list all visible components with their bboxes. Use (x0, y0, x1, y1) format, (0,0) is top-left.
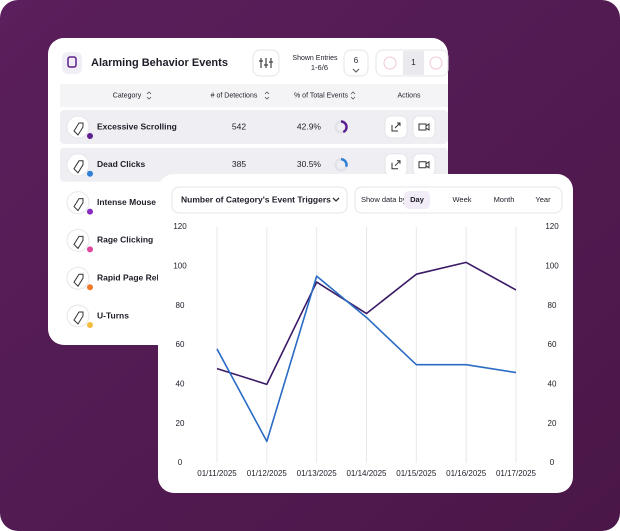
prev-page[interactable] (383, 56, 397, 70)
category-icon (66, 304, 90, 328)
category-name: Rapid Page Reloa (97, 272, 169, 282)
x-tick-label: 01/12/2025 (247, 469, 288, 478)
row-highlight (60, 110, 448, 144)
x-tick-label: 01/16/2025 (446, 469, 487, 478)
page-size: 6 (354, 56, 359, 65)
table-header (60, 84, 448, 107)
button-icon (418, 160, 430, 169)
category-icon (66, 153, 90, 177)
shown-entries-label: Shown Entries (292, 55, 338, 62)
y2-tick-label: 60 (548, 340, 557, 349)
y-tick-label: 60 (176, 340, 185, 349)
x-tick-label: 01/13/2025 (297, 469, 338, 478)
chevron (352, 68, 360, 73)
category-name: U-Turns (97, 310, 129, 320)
chart: Day Week Month Year 0 20 40 60 80 100 120 0 20 40 60 80… (173, 191, 559, 478)
y2-tick-label: 80 (548, 301, 557, 310)
page-size-select[interactable] (343, 49, 369, 77)
x-tick-label: 01/17/2025 (496, 469, 537, 478)
y-tick-label: 40 (176, 379, 185, 388)
y-tick-label: 120 (173, 222, 187, 231)
category-name: Intense Mouse M (97, 197, 165, 207)
category-icon (66, 191, 90, 215)
tag-icon (73, 122, 84, 136)
detections: 542 (232, 121, 246, 131)
period-option[interactable]: Month (494, 195, 515, 204)
series-line (216, 261, 517, 386)
record-button[interactable] (412, 115, 436, 139)
period-option[interactable]: Week (452, 195, 471, 204)
column-header: # of Detections (211, 92, 258, 99)
selected-period-bg (404, 191, 430, 209)
y-tick-label: 80 (176, 301, 185, 310)
column-header: Actions (398, 92, 421, 99)
x-tick-label: 01/14/2025 (346, 469, 387, 478)
column-header: % of Total Events (294, 92, 348, 99)
category-dot (87, 284, 93, 291)
tag-icon (73, 235, 84, 250)
percent-ring (334, 120, 348, 134)
current-page[interactable]: 1 (411, 58, 416, 67)
table-title: Alarming Behavior Events (91, 57, 228, 69)
column-header: Category (113, 92, 142, 99)
record-button[interactable] (412, 153, 436, 177)
y2-tick-label: 0 (550, 458, 555, 467)
y2-tick-label: 40 (548, 379, 557, 388)
category-icon (66, 266, 90, 290)
button-icon (391, 122, 401, 132)
category-dot (87, 322, 93, 328)
y-tick-label: 100 (173, 261, 187, 270)
x-tick-label: 01/11/2025 (197, 469, 237, 478)
shown-entries: 1-6/6 (311, 63, 328, 72)
chevron (332, 197, 340, 202)
row-highlight (60, 147, 448, 182)
y-tick-label: 20 (176, 419, 185, 428)
category-name: Rage Clicking (97, 235, 153, 245)
chart-card (158, 174, 573, 493)
show-by-label: Show data by: (361, 195, 409, 204)
card-icon-glyph (67, 56, 77, 68)
filter-icon (259, 58, 273, 68)
tag-icon (73, 160, 84, 174)
percent: 30.5% (297, 159, 322, 169)
category-dot (87, 133, 93, 139)
chart-title: Number of Category's Event Triggers (181, 194, 331, 204)
tag-icon (73, 311, 84, 325)
series-line (216, 275, 517, 443)
tag-icon (73, 273, 84, 287)
sort-icon (350, 91, 356, 100)
category-name: Dead Clicks (97, 159, 145, 169)
button-icon (418, 123, 430, 131)
category-icon (66, 115, 90, 139)
percent: 42.9% (297, 121, 322, 131)
card-icon (62, 52, 82, 74)
y-tick-label: 0 (178, 458, 183, 467)
sort-icon (146, 91, 152, 100)
next-page[interactable] (429, 56, 443, 70)
category-icon (66, 228, 90, 252)
period-option[interactable]: Year (535, 195, 551, 204)
current-page-bg (403, 51, 424, 75)
tag-icon (73, 198, 84, 212)
sort-icon (264, 91, 270, 100)
y2-tick-label: 100 (545, 261, 559, 270)
button-icon (391, 160, 401, 170)
category-dot (87, 170, 93, 177)
x-tick-label: 01/15/2025 (396, 469, 437, 478)
category-dot (87, 246, 93, 253)
category-name: Excessive Scrolling (97, 121, 177, 131)
y2-tick-label: 120 (545, 222, 559, 231)
category-dot (87, 208, 93, 215)
y2-tick-label: 20 (548, 419, 557, 428)
percent-ring (334, 158, 348, 172)
detections: 385 (232, 159, 246, 169)
period-option[interactable]: Day (410, 195, 425, 204)
metric-select[interactable] (171, 186, 348, 214)
